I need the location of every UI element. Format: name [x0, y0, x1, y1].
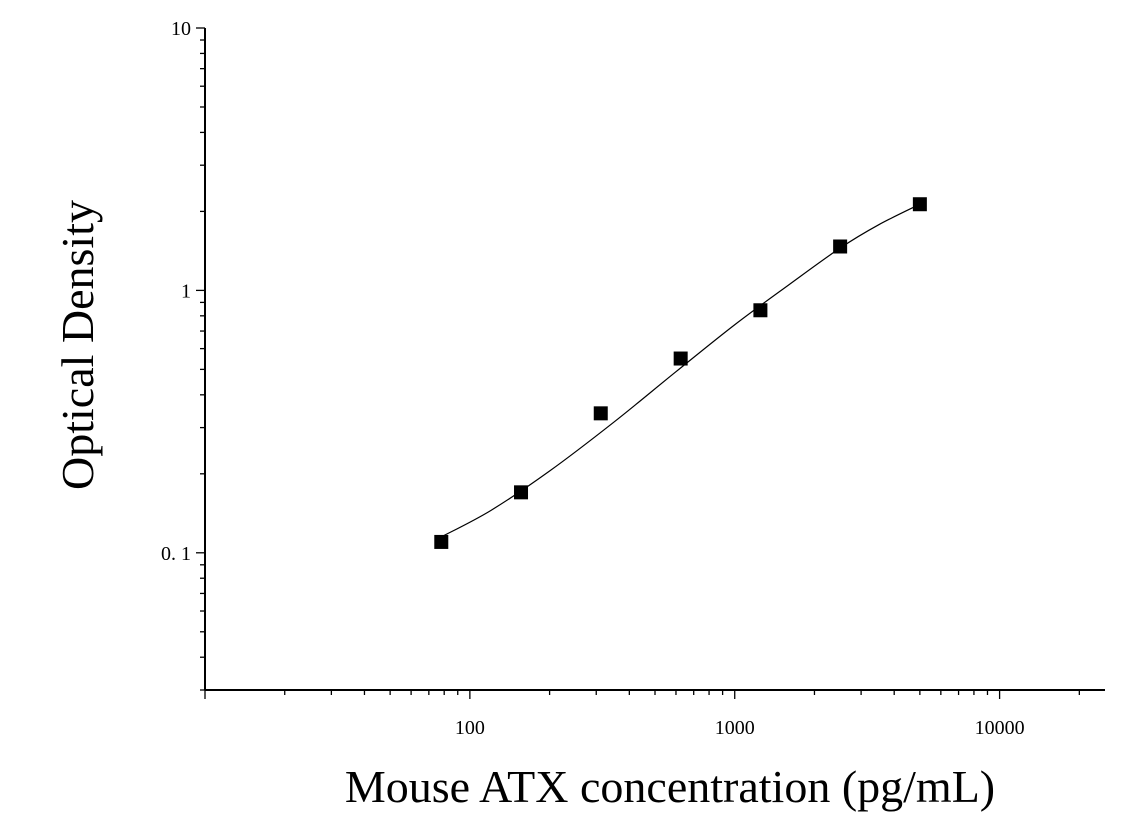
ticks [196, 27, 1080, 699]
data-point [753, 303, 768, 318]
x-tick-label: 1000 [715, 717, 755, 739]
data-points [434, 197, 927, 549]
y-tick-label: 1 [181, 280, 191, 302]
x-tick-label: 100 [455, 717, 485, 739]
data-point [833, 239, 848, 254]
data-point [593, 406, 608, 421]
fitted-curve-line [441, 203, 921, 538]
tick-labels: 100 1000 10000 0. 1 1 10 [161, 18, 1025, 739]
x-tick-label: 10000 [975, 717, 1025, 739]
y-axis-title: Optical Density [52, 200, 103, 490]
y-tick-label: 0. 1 [161, 543, 191, 565]
data-point [434, 534, 449, 549]
data-point [673, 351, 688, 366]
x-axis-title: Mouse ATX concentration (pg/mL) [345, 761, 995, 812]
y-tick-label: 10 [171, 18, 191, 40]
data-point [514, 485, 529, 500]
axes [204, 28, 1105, 691]
data-point [912, 197, 927, 212]
